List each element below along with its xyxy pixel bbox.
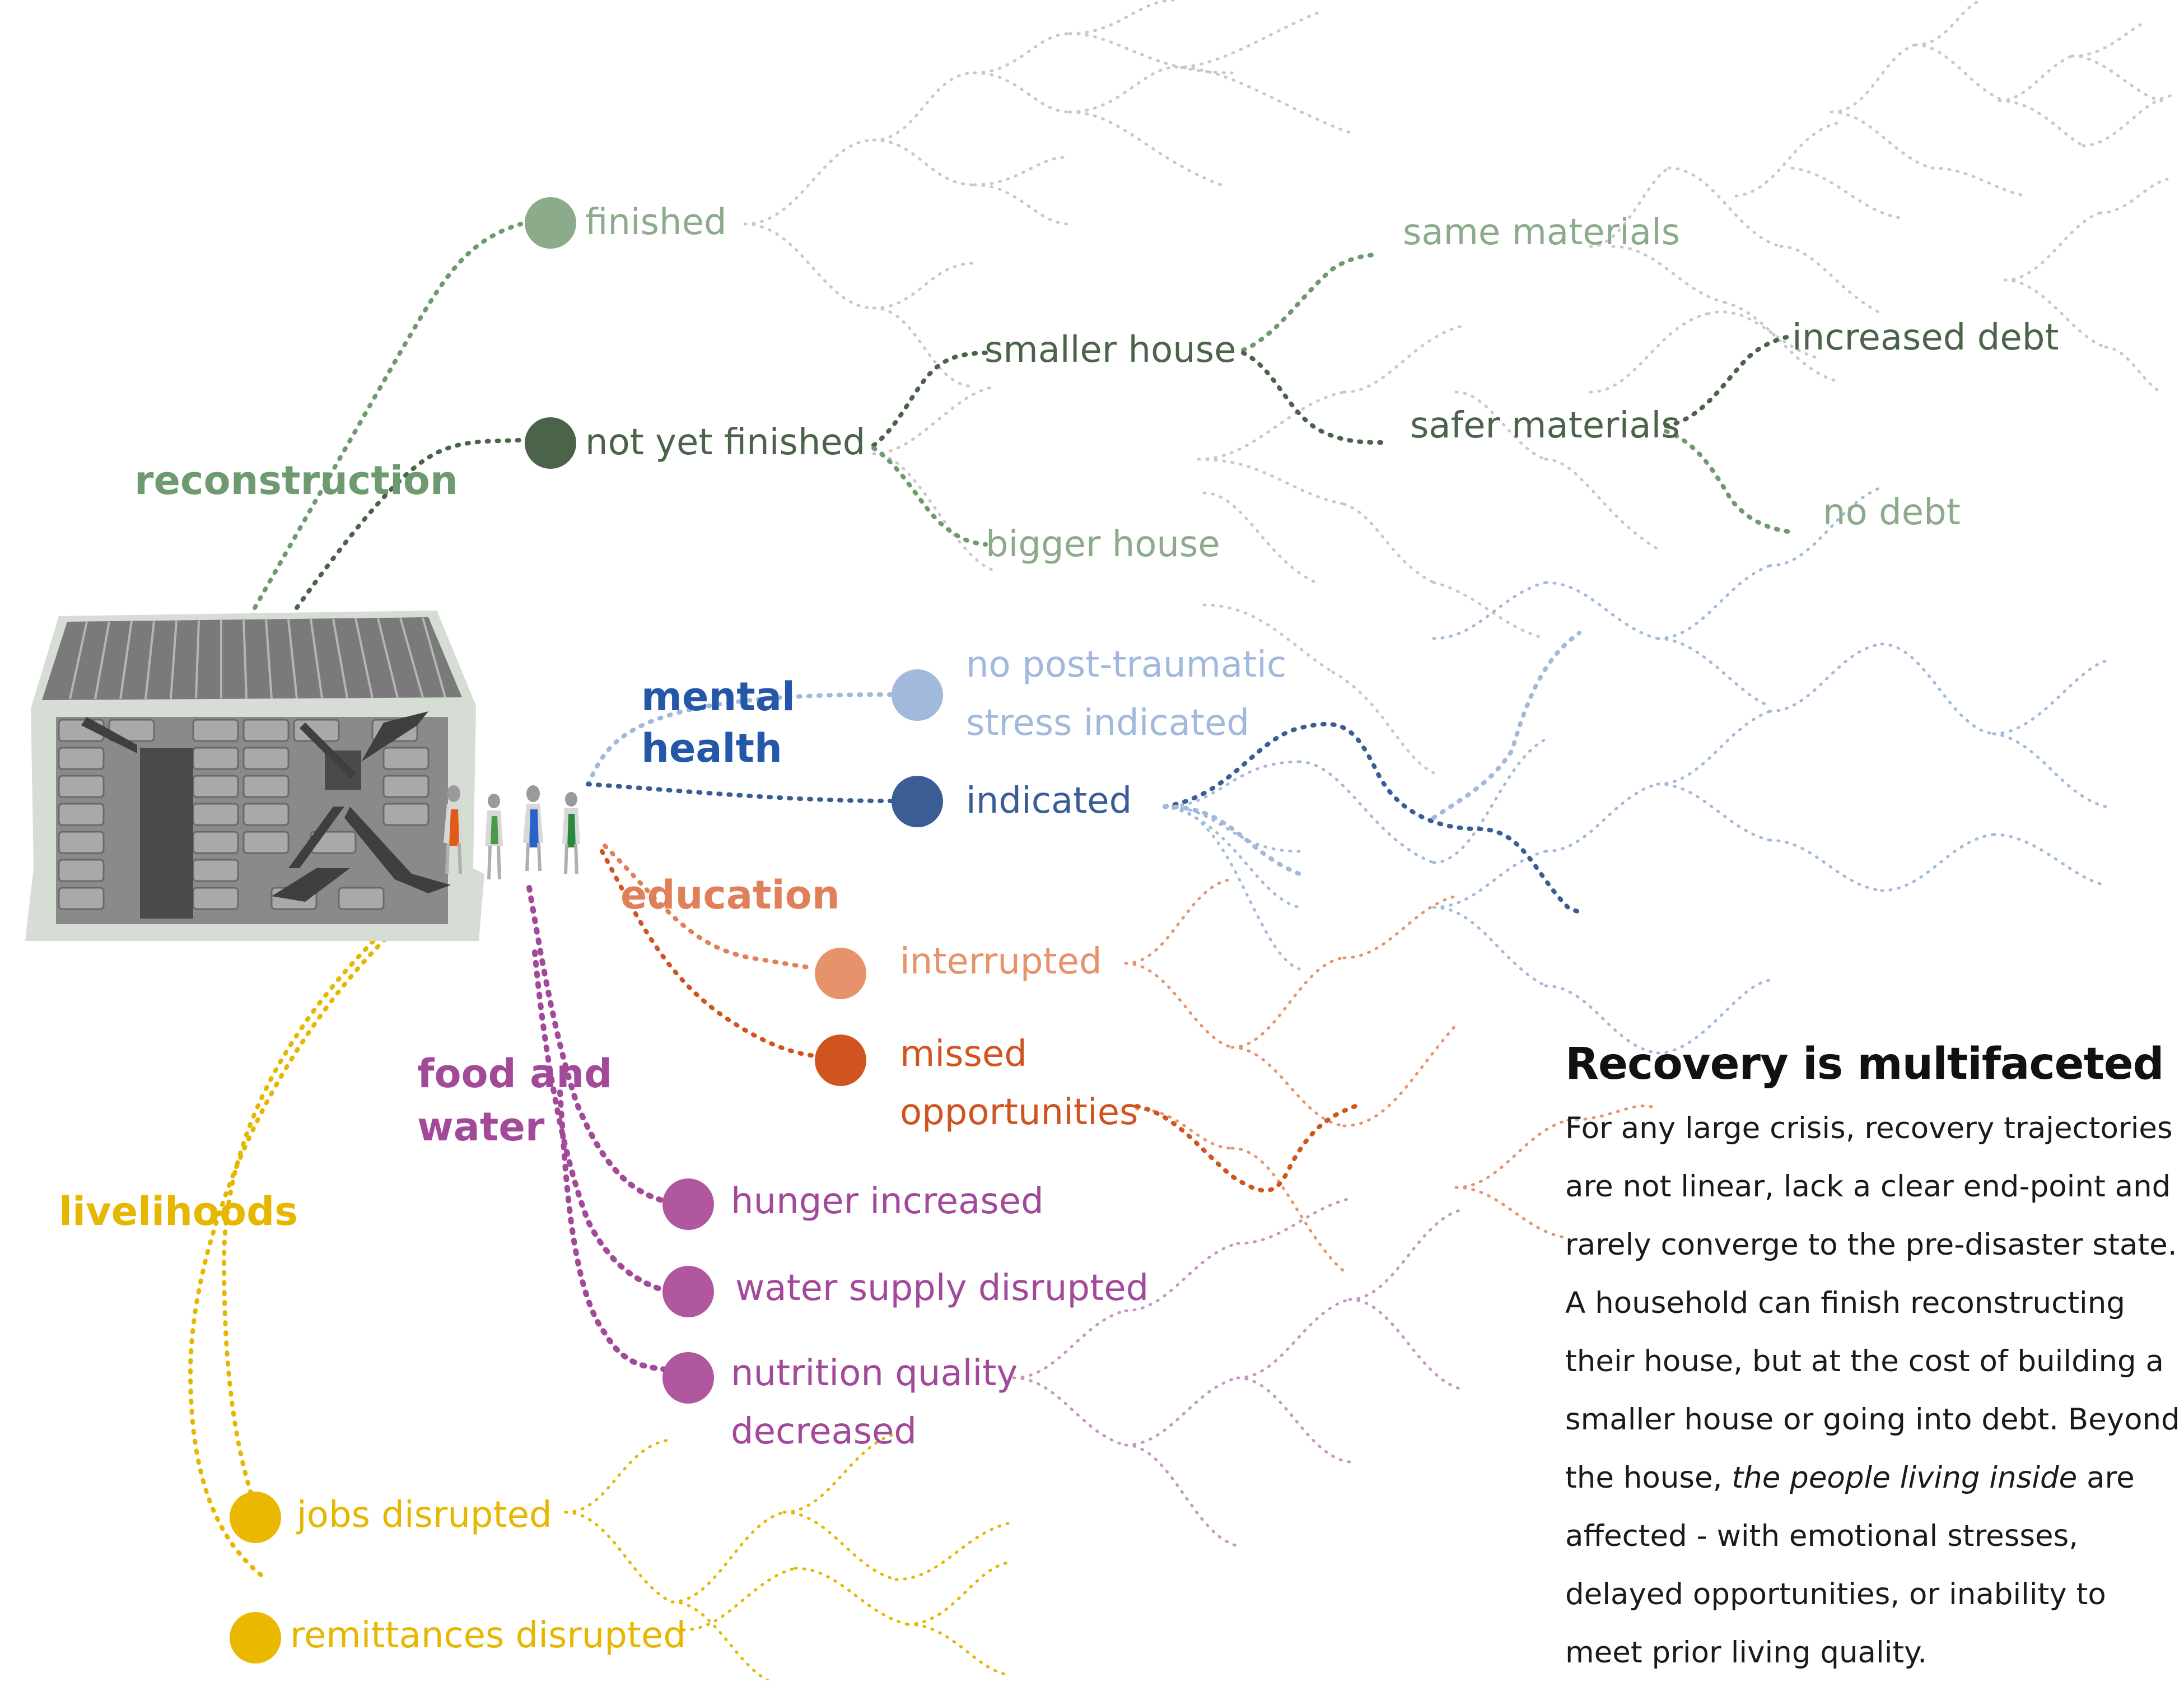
panel-text-italic: the people living inside xyxy=(1732,1461,2078,1495)
category-education: education xyxy=(620,872,840,918)
outcome-indicated: indicated xyxy=(966,780,1132,822)
outcome-same-materials: same materials xyxy=(1403,212,1681,253)
mental-health-paths xyxy=(586,631,1587,915)
panel-text-1: For any large crisis, recovery trajector… xyxy=(1565,1111,2180,1495)
outcome-nutrition-quality-decreased: nutrition quality decreased xyxy=(731,1353,1018,1452)
dot-remittances-disrupted xyxy=(230,1612,281,1664)
outcome-missed-opportunities: missed opportunities xyxy=(900,1033,1138,1133)
livelihoods-paths xyxy=(188,872,456,1579)
category-mental-health: mental health xyxy=(641,674,795,771)
outcome-no-ptsd: no post-traumatic stress indicated xyxy=(966,644,1287,744)
food-paths xyxy=(526,885,669,1372)
category-reconstruction: reconstruction xyxy=(134,458,458,504)
outcome-remittances-disrupted: remittances disrupted xyxy=(290,1615,686,1656)
dot-no-ptsd xyxy=(892,669,943,721)
faded-education-paths xyxy=(1124,878,1659,1273)
faded-food-paths xyxy=(1012,1197,1463,1548)
outcome-not-yet-finished: not yet finished xyxy=(585,422,866,463)
dot-finished xyxy=(525,197,576,249)
dot-water-supply-disrupted xyxy=(662,1266,714,1317)
outcome-jobs-disrupted: jobs disrupted xyxy=(297,1494,552,1536)
education-paths xyxy=(600,844,1357,1193)
dot-jobs-disrupted xyxy=(230,1492,281,1543)
outcome-no-debt: no debt xyxy=(1823,492,1961,533)
outcome-water-supply-disrupted: water supply disrupted xyxy=(735,1268,1149,1309)
outcome-hunger-increased: hunger increased xyxy=(731,1181,1044,1222)
outcome-safer-materials: safer materials xyxy=(1410,405,1680,446)
outcome-bigger-house: bigger house xyxy=(986,524,1220,565)
panel-body: For any large crisis, recovery trajector… xyxy=(1565,1099,2181,1682)
faded-mental-paths xyxy=(1163,486,2107,1055)
outcome-finished: finished xyxy=(585,202,727,243)
category-livelihoods: livelihoods xyxy=(59,1189,298,1234)
outcome-interrupted: interrupted xyxy=(900,941,1102,982)
category-food-and-water: food and water xyxy=(417,1051,613,1150)
outcome-increased-debt: increased debt xyxy=(1792,317,2059,358)
dot-hunger-increased xyxy=(662,1178,714,1230)
outcome-smaller-house: smaller house xyxy=(984,329,1236,371)
dot-interrupted xyxy=(815,948,866,999)
dot-nutrition-quality xyxy=(662,1352,714,1404)
explanation-panel: Recovery is multifaceted For any large c… xyxy=(1565,1039,2181,1682)
family-icon xyxy=(444,785,580,880)
dot-indicated xyxy=(892,776,943,827)
faded-paths xyxy=(743,0,2174,775)
cracked-house-icon xyxy=(25,611,484,941)
dot-missed-opportunities xyxy=(815,1035,866,1086)
dot-not-yet-finished xyxy=(525,417,576,469)
panel-title: Recovery is multifaceted xyxy=(1565,1039,2164,1089)
panel-text-2: are affected - with emotional stresses, … xyxy=(1565,1461,2135,1670)
reconstruction-paths xyxy=(253,222,1794,610)
